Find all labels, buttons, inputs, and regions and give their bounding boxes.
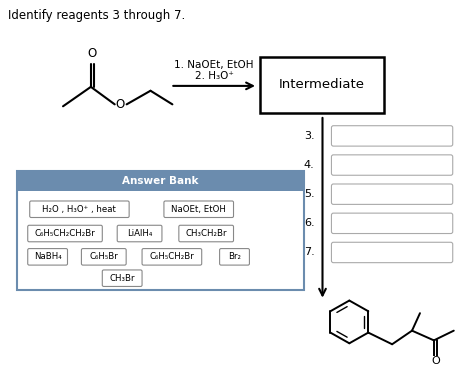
Text: C₆H₅CH₂CH₂Br: C₆H₅CH₂CH₂Br [35, 229, 95, 238]
Text: 6.: 6. [304, 218, 315, 228]
Text: O: O [88, 47, 97, 59]
Text: NaBH₄: NaBH₄ [34, 252, 62, 261]
Bar [17, 171, 304, 290]
Bar [17, 171, 304, 191]
Text: 1. NaOEt, EtOH: 1. NaOEt, EtOH [174, 59, 254, 70]
FancyBboxPatch shape [331, 155, 453, 175]
Text: 2. H₃O⁺: 2. H₃O⁺ [195, 71, 234, 81]
Text: CH₃Br: CH₃Br [109, 274, 135, 283]
Text: Intermediate: Intermediate [279, 78, 365, 91]
FancyBboxPatch shape [102, 270, 142, 287]
FancyBboxPatch shape [164, 201, 234, 218]
FancyBboxPatch shape [331, 213, 453, 234]
FancyBboxPatch shape [331, 126, 453, 146]
Text: Identify reagents 3 through 7.: Identify reagents 3 through 7. [9, 9, 186, 22]
FancyBboxPatch shape [219, 249, 249, 265]
FancyBboxPatch shape [82, 249, 126, 265]
Text: O: O [431, 356, 440, 365]
FancyBboxPatch shape [331, 184, 453, 204]
Text: NaOEt, EtOH: NaOEt, EtOH [171, 205, 226, 214]
Text: C₆H₅Br: C₆H₅Br [90, 252, 118, 261]
FancyBboxPatch shape [28, 249, 67, 265]
Text: O: O [115, 98, 124, 111]
FancyBboxPatch shape [28, 225, 102, 242]
FancyBboxPatch shape [179, 225, 234, 242]
Text: LiAlH₄: LiAlH₄ [127, 229, 152, 238]
Text: 4.: 4. [304, 160, 315, 170]
FancyBboxPatch shape [142, 249, 202, 265]
Text: 3.: 3. [304, 131, 315, 141]
Text: Answer Bank: Answer Bank [122, 176, 199, 186]
Bar [260, 57, 384, 113]
Text: H₂O , H₃O⁺ , heat: H₂O , H₃O⁺ , heat [43, 205, 116, 214]
Text: C₆H₅CH₂Br: C₆H₅CH₂Br [149, 252, 194, 261]
FancyBboxPatch shape [117, 225, 162, 242]
FancyBboxPatch shape [331, 242, 453, 263]
Text: 7.: 7. [304, 247, 315, 257]
Text: 5.: 5. [304, 189, 315, 199]
Text: CH₃CH₂Br: CH₃CH₂Br [185, 229, 227, 238]
Text: Br₂: Br₂ [228, 252, 241, 261]
FancyBboxPatch shape [30, 201, 129, 218]
